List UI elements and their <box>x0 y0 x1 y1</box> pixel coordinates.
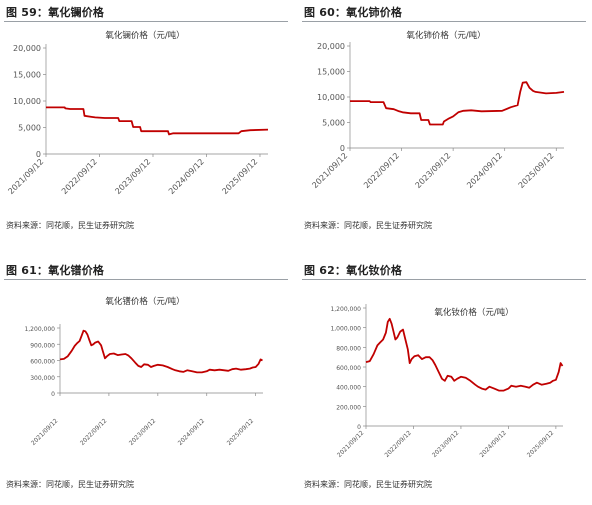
y-tick-label: 900,000 <box>30 342 55 349</box>
chart-cerium-oxide-price: 氧化铈价格（元/吨） 0 5,000 10,000 15,000 20,000 2021/0… <box>310 30 565 190</box>
x-tick-label: 2021/09/12 <box>30 417 60 447</box>
y-tick-label: 5,000 <box>322 119 345 128</box>
chart-lanthanum-oxide-price: 氧化镧价格（元/吨） 0 5,000 10,000 15,000 20,000 2021/0… <box>6 30 269 196</box>
title-rule <box>4 279 288 280</box>
y-tick-label: 0 <box>36 150 41 159</box>
y-tick-label: 0 <box>340 144 345 153</box>
x-tick-label: 2023/09/12 <box>128 417 158 447</box>
y-tick-label: 800,000 <box>336 345 361 352</box>
x-tick-label: 2021/09/12 <box>310 151 349 190</box>
x-tick-label: 2024/09/12 <box>465 151 504 190</box>
price-series-line <box>59 329 263 374</box>
source-note: 资料来源：同花顺，民生证券研究院 <box>304 221 432 230</box>
y-tick-label: 600,000 <box>30 359 55 366</box>
figure-61: 图 61：氧化镨价格 氧化镨价格（元/吨） 0 300,000 600,000 900,… <box>0 258 296 505</box>
x-tick-label: 2024/09/12 <box>177 417 207 447</box>
figure-62: 图 62：氧化钕价格 氧化钕价格（元/吨） 0 200,000 400,000 600,… <box>298 258 592 505</box>
price-series-line <box>46 106 269 136</box>
x-tick-label: 2021/09/12 <box>6 157 45 196</box>
y-tick-label: 20,000 <box>13 44 41 53</box>
x-tick-label: 2024/09/12 <box>478 429 508 459</box>
figure-60: 图 60：氧化铈价格 氧化铈价格（元/吨） 0 5,000 10,000 15,000 2… <box>298 0 592 247</box>
y-tick-label: 5,000 <box>18 124 41 133</box>
x-tick-label: 2022/09/12 <box>383 429 413 459</box>
figure-title: 图 59：氧化镧价格 <box>6 6 105 19</box>
title-rule <box>302 279 586 280</box>
chart-title: 氧化铈价格（元/吨） <box>406 30 485 41</box>
y-tick-label: 1,000,000 <box>330 326 361 333</box>
y-tick-label: 10,000 <box>317 93 345 102</box>
figure-title: 图 60：氧化铈价格 <box>304 6 403 19</box>
x-tick-label: 2025/09/12 <box>526 429 556 459</box>
chart-title: 氧化镧价格（元/吨） <box>105 30 184 41</box>
x-tick-label: 2025/09/12 <box>220 157 259 196</box>
x-tick-label: 2023/09/12 <box>113 157 152 196</box>
y-tick-label: 10,000 <box>13 97 41 106</box>
figure-title: 图 61：氧化镨价格 <box>6 264 105 277</box>
y-tick-label: 0 <box>357 424 361 431</box>
figure-59: 图 59：氧化镧价格 氧化镧价格（元/吨） 0 5,000 10,000 15,000 2… <box>0 0 296 247</box>
y-tick-label: 20,000 <box>317 42 345 51</box>
y-tick-label: 400,000 <box>336 385 361 392</box>
y-tick-label: 15,000 <box>13 71 41 80</box>
chart-praseodymium-oxide-price: 氧化镨价格（元/吨） 0 300,000 600,000 900,000 1,200,00… <box>24 296 263 447</box>
chart-neodymium-oxide-price: 氧化钕价格（元/吨） 0 200,000 400,000 600,000 800,000 1… <box>330 304 564 459</box>
figure-title: 图 62：氧化钕价格 <box>304 264 403 277</box>
chart-title: 氧化镨价格（元/吨） <box>105 296 184 307</box>
title-rule <box>4 21 288 22</box>
price-series-line <box>365 317 564 392</box>
title-rule <box>302 21 586 22</box>
source-note: 资料来源：同花顺，民生证券研究院 <box>6 221 134 230</box>
source-note: 资料来源：同花顺，民生证券研究院 <box>304 480 432 489</box>
x-tick-label: 2022/09/12 <box>60 157 99 196</box>
y-tick-label: 15,000 <box>317 68 345 77</box>
source-note: 资料来源：同花顺，民生证券研究院 <box>6 480 134 489</box>
y-tick-label: 200,000 <box>336 404 361 411</box>
x-tick-label: 2021/09/12 <box>336 429 366 459</box>
x-tick-label: 2025/09/12 <box>226 417 256 447</box>
x-tick-label: 2022/09/12 <box>362 151 401 190</box>
x-tick-label: 2025/09/12 <box>517 151 556 190</box>
y-tick-label: 600,000 <box>336 365 361 372</box>
x-tick-label: 2024/09/12 <box>167 157 206 196</box>
y-tick-label: 1,200,000 <box>330 306 361 313</box>
y-tick-label: 300,000 <box>30 375 55 382</box>
y-tick-label: 0 <box>51 391 55 398</box>
x-tick-label: 2023/09/12 <box>414 151 453 190</box>
x-tick-label: 2022/09/12 <box>79 417 109 447</box>
x-tick-label: 2023/09/12 <box>431 429 461 459</box>
y-tick-label: 1,200,000 <box>24 326 55 333</box>
price-series-line <box>350 81 565 126</box>
chart-title: 氧化钕价格（元/吨） <box>434 307 513 318</box>
